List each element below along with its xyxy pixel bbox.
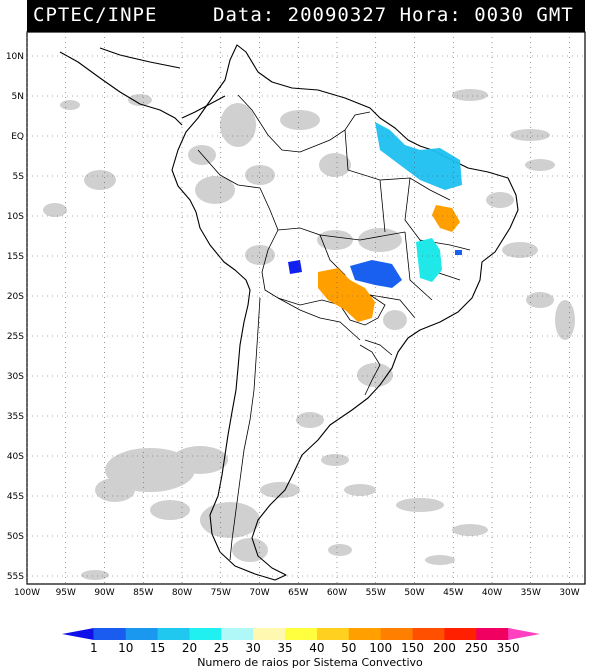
lon-tick-label: 95W — [56, 588, 76, 598]
colorbar-swatch — [380, 628, 414, 640]
lon-tick-label: 50W — [404, 588, 424, 598]
colorbar-label: 150 — [401, 641, 424, 655]
lat-tick-label: 50S — [7, 532, 24, 542]
country-borders — [197, 94, 471, 561]
colorbar-label: 10 — [118, 641, 133, 655]
border-argentina-bolivia — [277, 297, 361, 341]
colorbar — [62, 628, 540, 640]
colorbar-swatch — [125, 628, 159, 640]
convective-systems — [288, 122, 462, 322]
border-peru-brazil — [259, 187, 279, 251]
colorbar-title: Numero de raios por Sistema Convectivo — [197, 656, 423, 669]
border-colombia-peru — [197, 149, 261, 189]
colorbar-label: 100 — [369, 641, 392, 655]
colorbar-swatch — [412, 628, 445, 640]
lat-tick-label: 25S — [7, 332, 24, 342]
colorbar-label: 35 — [277, 641, 292, 655]
lon-tick-label: 70W — [249, 588, 269, 598]
border-uruguay-brazil — [364, 339, 393, 356]
lat-tick-label: 5N — [12, 92, 24, 102]
system-cyan-south — [416, 238, 442, 282]
lat-tick-label: 5S — [13, 172, 25, 182]
border-bolivia-peru — [261, 249, 279, 299]
colorbar-label: 25 — [214, 641, 229, 655]
system-tiny-blue — [455, 250, 462, 255]
lat-tick-label: EQ — [11, 132, 24, 142]
lat-tick-label: 15S — [7, 252, 24, 262]
colorbar-label: 200 — [433, 641, 456, 655]
lat-tick-label: 10S — [7, 212, 24, 222]
lon-tick-label: 90W — [94, 588, 114, 598]
cloud-cover — [43, 89, 575, 580]
colorbar-swatch — [285, 628, 318, 640]
colorbar-swatch — [476, 628, 509, 640]
system-orange-ne — [432, 205, 460, 232]
lon-tick-label: 75W — [211, 588, 231, 598]
border-colombia-venezuela — [237, 94, 301, 153]
colorbar-labels: 1 10 15 20 25 30 35 40 50 100 150 200 250 350 — [90, 641, 520, 655]
lon-tick-label: 100W — [14, 588, 40, 598]
caribbean-coast — [99, 47, 181, 69]
lon-tick-label: 30W — [559, 588, 579, 598]
lon-tick-label: 35W — [521, 588, 541, 598]
header-date-time: Data: 20090327 Hora: 0030 GMT — [213, 4, 574, 26]
lon-tick-label: 40W — [482, 588, 502, 598]
lat-tick-label: 20S — [7, 292, 24, 302]
gridlines — [26, 32, 585, 584]
colorbar-swatch — [157, 628, 190, 640]
lon-tick-label: 65W — [288, 588, 308, 598]
lon-tick-label: 45W — [443, 588, 463, 598]
system-small-blue — [288, 260, 302, 274]
colorbar-swatch — [253, 628, 286, 640]
lon-tick-label: 80W — [172, 588, 192, 598]
longitude-ticks: 100W 95W 90W 85W 80W 75W 70W 65W 60W 55W 50W 45W 40W… — [14, 588, 580, 598]
colorbar-swatch — [508, 628, 540, 640]
map-header: CPTEC/INPE Data: 20090327 Hora: 0030 GMT — [27, 0, 585, 32]
lat-tick-label: 40S — [7, 452, 24, 462]
panama-isthmus — [181, 95, 226, 119]
lon-tick-label: 55W — [366, 588, 386, 598]
brazil-states — [319, 129, 471, 319]
lon-tick-label: 60W — [327, 588, 347, 598]
colorbar-label: 15 — [150, 641, 165, 655]
system-dark-blue-center — [350, 260, 402, 288]
border-argentina-chile — [229, 297, 261, 561]
colorbar-label: 20 — [182, 641, 197, 655]
lat-tick-label: 55S — [7, 572, 24, 582]
lat-tick-label: 30S — [7, 372, 24, 382]
lat-tick-label: 35S — [7, 412, 24, 422]
colorbar-swatch — [62, 628, 94, 640]
system-orange-center — [318, 268, 375, 322]
header-source: CPTEC/INPE — [33, 4, 158, 26]
colorbar-swatch — [189, 628, 222, 640]
border-argentina-uruguay — [359, 344, 381, 396]
colorbar-label: 30 — [246, 641, 261, 655]
system-blue-north — [375, 122, 462, 190]
colorbar-label: 250 — [465, 641, 488, 655]
colorbar-swatch — [348, 628, 382, 640]
central-america — [59, 51, 183, 126]
colorbar-label: 1 — [90, 641, 98, 655]
colorbar-label: 40 — [309, 641, 324, 655]
colorbar-swatch — [316, 628, 350, 640]
lat-tick-label: 45S — [7, 492, 24, 502]
lat-tick-label: 10N — [6, 52, 24, 62]
lon-tick-label: 85W — [133, 588, 153, 598]
colorbar-label: 50 — [341, 641, 356, 655]
border-bolivia-paraguay — [277, 297, 341, 306]
latitude-ticks: 10N 5N EQ 5S 10S 15S 20S 25S 30S 35S 40S 45S 50S 55S — [6, 52, 24, 582]
colorbar-swatch — [221, 628, 254, 640]
colorbar-swatch — [93, 628, 127, 640]
colorbar-swatch — [444, 628, 477, 640]
colorbar-label: 350 — [497, 641, 520, 655]
